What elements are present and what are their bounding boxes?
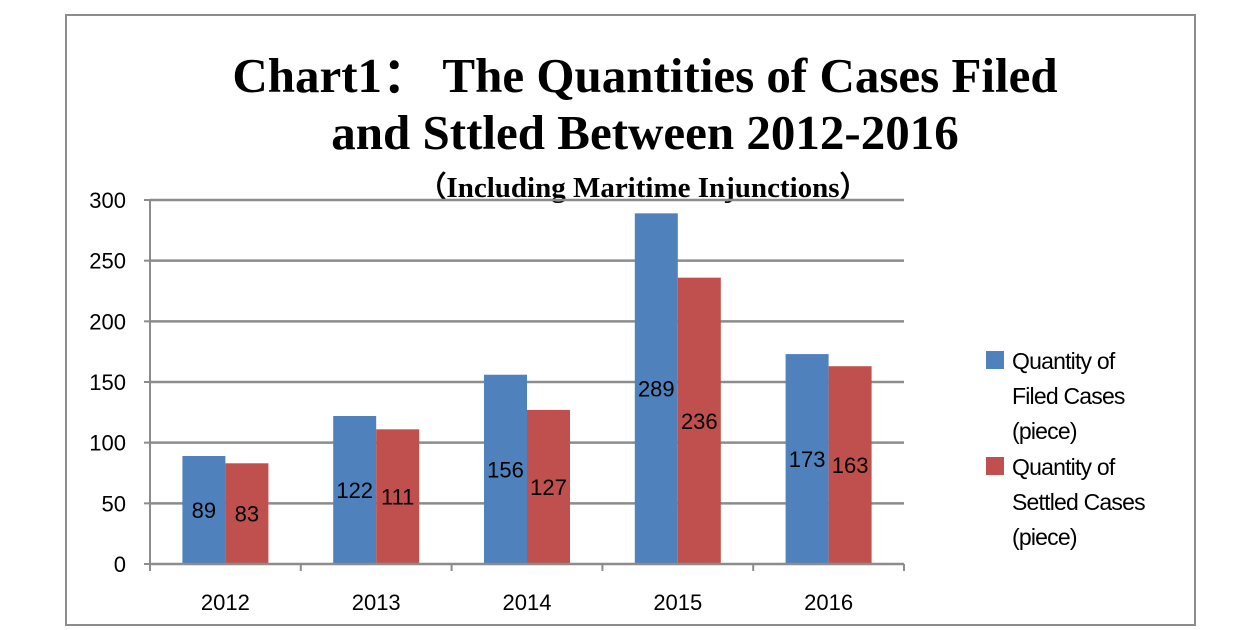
x-tick-label: 2013 bbox=[352, 590, 401, 615]
data-label: 111 bbox=[381, 485, 414, 510]
data-label: 89 bbox=[192, 498, 216, 523]
legend-label-line: Quantity of bbox=[1012, 454, 1115, 480]
bar-settled bbox=[527, 409, 570, 564]
bar-settled bbox=[828, 366, 872, 564]
x-tick-label: 2014 bbox=[503, 590, 552, 615]
bar-settled bbox=[677, 277, 721, 564]
legend-label-line: (piece) bbox=[1012, 418, 1078, 444]
legend-label-line: (piece) bbox=[1012, 524, 1078, 550]
data-label: 122 bbox=[336, 478, 373, 503]
bar-settled bbox=[225, 463, 269, 564]
y-tick-label: 250 bbox=[89, 249, 126, 274]
chart-subtitle: （Including Maritime Injunctions） bbox=[417, 172, 869, 204]
legend-label-line: Settled Cases bbox=[1012, 489, 1146, 515]
data-label: 163 bbox=[832, 453, 869, 478]
bar-filed bbox=[785, 354, 829, 564]
legend: Quantity of Filed Cases (piece) Quantity… bbox=[986, 344, 1186, 556]
data-label: 83 bbox=[235, 502, 259, 527]
chart-title-line-2: and Sttled Between 2012-2016 bbox=[331, 105, 959, 160]
bar-filed bbox=[333, 415, 377, 564]
legend-swatch-settled bbox=[986, 457, 1004, 475]
data-label: 236 bbox=[681, 409, 718, 434]
data-label: 173 bbox=[789, 447, 826, 472]
legend-item-filed: Quantity of Filed Cases (piece) bbox=[986, 344, 1186, 449]
y-tick-label: 50 bbox=[102, 491, 126, 516]
bar-settled bbox=[376, 429, 420, 564]
data-label: 127 bbox=[530, 475, 567, 500]
legend-item-settled: Quantity of Settled Cases (piece) bbox=[986, 450, 1186, 555]
data-label: 156 bbox=[487, 457, 524, 482]
x-tick-label: 2012 bbox=[201, 590, 250, 615]
y-tick-label: 150 bbox=[89, 370, 126, 395]
legend-swatch-filed bbox=[986, 351, 1004, 369]
y-tick-label: 0 bbox=[114, 552, 126, 577]
bar-filed bbox=[182, 456, 226, 564]
bar-filed bbox=[484, 374, 527, 564]
x-tick-label: 2015 bbox=[653, 590, 702, 615]
legend-label-line: Quantity of bbox=[1012, 348, 1115, 374]
legend-label-line: Filed Cases bbox=[1012, 383, 1125, 409]
y-tick-label: 300 bbox=[89, 188, 126, 213]
x-tick-label: 2016 bbox=[804, 590, 853, 615]
bar-filed bbox=[634, 213, 678, 564]
chart-title-line-1: Chart1： The Quantities of Cases Filed bbox=[232, 48, 1058, 103]
data-label: 289 bbox=[638, 377, 675, 402]
y-tick-label: 200 bbox=[89, 309, 126, 334]
y-tick-label: 100 bbox=[89, 431, 126, 456]
